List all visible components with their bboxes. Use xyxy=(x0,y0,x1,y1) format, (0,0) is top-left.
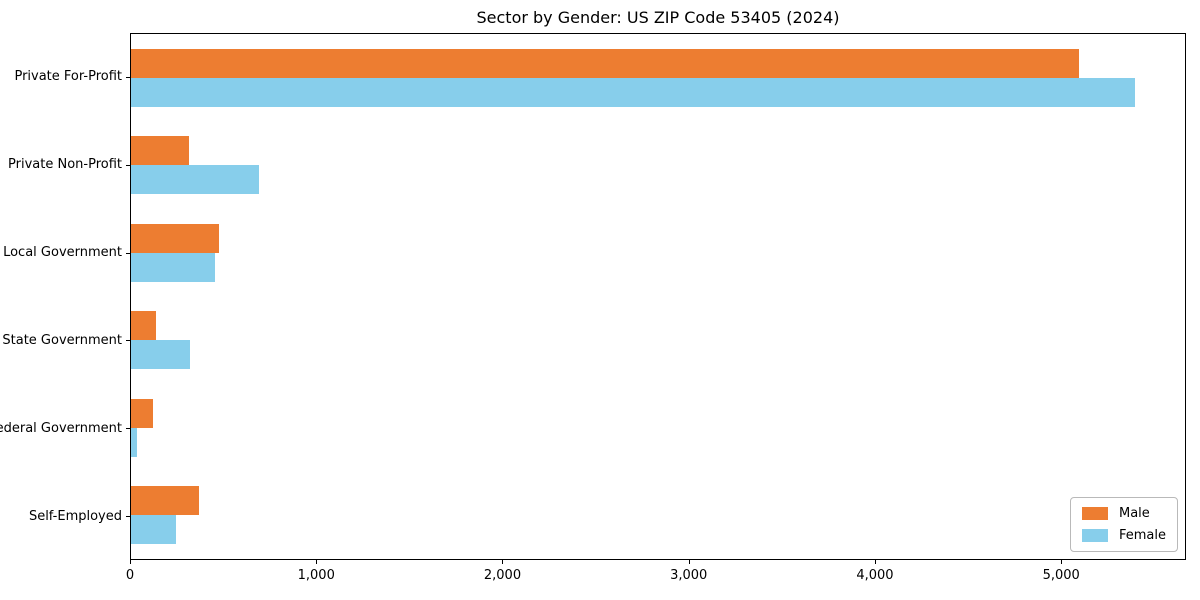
x-tick-mark-5-000 xyxy=(1061,560,1063,564)
y-tick-label-cell-local-government: Local Government xyxy=(0,209,122,297)
bar-female-private-non-profit xyxy=(131,165,260,195)
y-tick-label-private-non-profit: Private Non-Profit xyxy=(8,157,122,173)
legend: Male Female xyxy=(1069,497,1178,552)
bar-female-local-government xyxy=(131,252,215,282)
bar-rows xyxy=(131,34,1185,559)
x-tick-mark-4-000 xyxy=(874,560,876,564)
y-tick-mark-local-government xyxy=(126,252,130,254)
bar-male-local-government xyxy=(131,223,220,253)
x-tick-mark-2-000 xyxy=(502,560,504,564)
bar-male-private-for-profit xyxy=(131,48,1080,78)
category-row-federal-government xyxy=(131,384,1185,472)
bar-female-state-government xyxy=(131,340,191,370)
x-axis: 0 1,000 2,000 3,000 4,000 5,000 xyxy=(126,560,1186,592)
chart-title: Sector by Gender: US ZIP Code 53405 (202… xyxy=(476,8,840,27)
category-row-private-non-profit xyxy=(131,122,1185,210)
legend-label-male: Male xyxy=(1118,506,1150,521)
category-row-local-government xyxy=(131,209,1185,297)
bar-female-federal-government xyxy=(131,427,137,457)
x-tick-label-1-000: 1,000 xyxy=(297,568,335,583)
bar-male-state-government xyxy=(131,311,157,341)
y-tick-mark-self-employed xyxy=(126,516,130,518)
category-row-state-government xyxy=(131,297,1185,385)
legend-entry-female: Female xyxy=(1081,528,1166,543)
bar-female-self-employed xyxy=(131,515,176,545)
y-tick-mark-private-non-profit xyxy=(126,164,130,166)
y-tick-label-self-employed: Self-Employed xyxy=(28,508,122,524)
x-tick-mark-0 xyxy=(130,560,131,564)
legend-entry-male: Male xyxy=(1081,506,1166,521)
legend-label-female: Female xyxy=(1118,528,1166,543)
x-tick-label-3-000: 3,000 xyxy=(670,568,708,583)
bar-female-private-for-profit xyxy=(131,77,1135,107)
legend-swatch-male xyxy=(1081,507,1108,520)
y-tick-label-cell-private-non-profit: Private Non-Profit xyxy=(0,121,122,209)
y-tick-label-cell-state-government: State Government xyxy=(0,296,122,384)
x-tick-mark-3-000 xyxy=(688,560,690,564)
y-tick-mark-federal-government xyxy=(126,428,130,430)
legend-swatch-female xyxy=(1081,529,1108,542)
y-tick-label-cell-federal-government: Federal Government xyxy=(0,384,122,472)
x-tick-label-4-000: 4,000 xyxy=(856,568,894,583)
plot-area: Male Female xyxy=(130,33,1186,560)
y-tick-label-cell-private-for-profit: Private For-Profit xyxy=(0,33,122,121)
x-tick-mark-1-000 xyxy=(316,560,318,564)
y-tick-label-federal-government: Federal Government xyxy=(0,420,122,436)
bar-male-self-employed xyxy=(131,486,199,516)
y-tick-mark-state-government xyxy=(126,340,130,342)
y-tick-mark-private-for-profit xyxy=(126,76,130,78)
bar-male-federal-government xyxy=(131,398,154,428)
y-tick-label-private-for-profit: Private For-Profit xyxy=(14,69,122,85)
category-row-self-employed xyxy=(131,472,1185,560)
x-tick-label-2-000: 2,000 xyxy=(483,568,522,583)
y-tick-label-local-government: Local Government xyxy=(3,245,122,261)
y-tick-label-state-government: State Government xyxy=(2,332,122,348)
category-row-private-for-profit xyxy=(131,34,1185,122)
x-tick-label-0: 0 xyxy=(125,568,135,583)
y-axis-labels: Private For-Profit Private Non-Profit Loca… xyxy=(0,33,122,560)
x-tick-label-5-000: 5,000 xyxy=(1042,568,1080,583)
bar-male-private-non-profit xyxy=(131,136,189,166)
y-tick-label-cell-self-employed: Self-Employed xyxy=(0,472,122,560)
